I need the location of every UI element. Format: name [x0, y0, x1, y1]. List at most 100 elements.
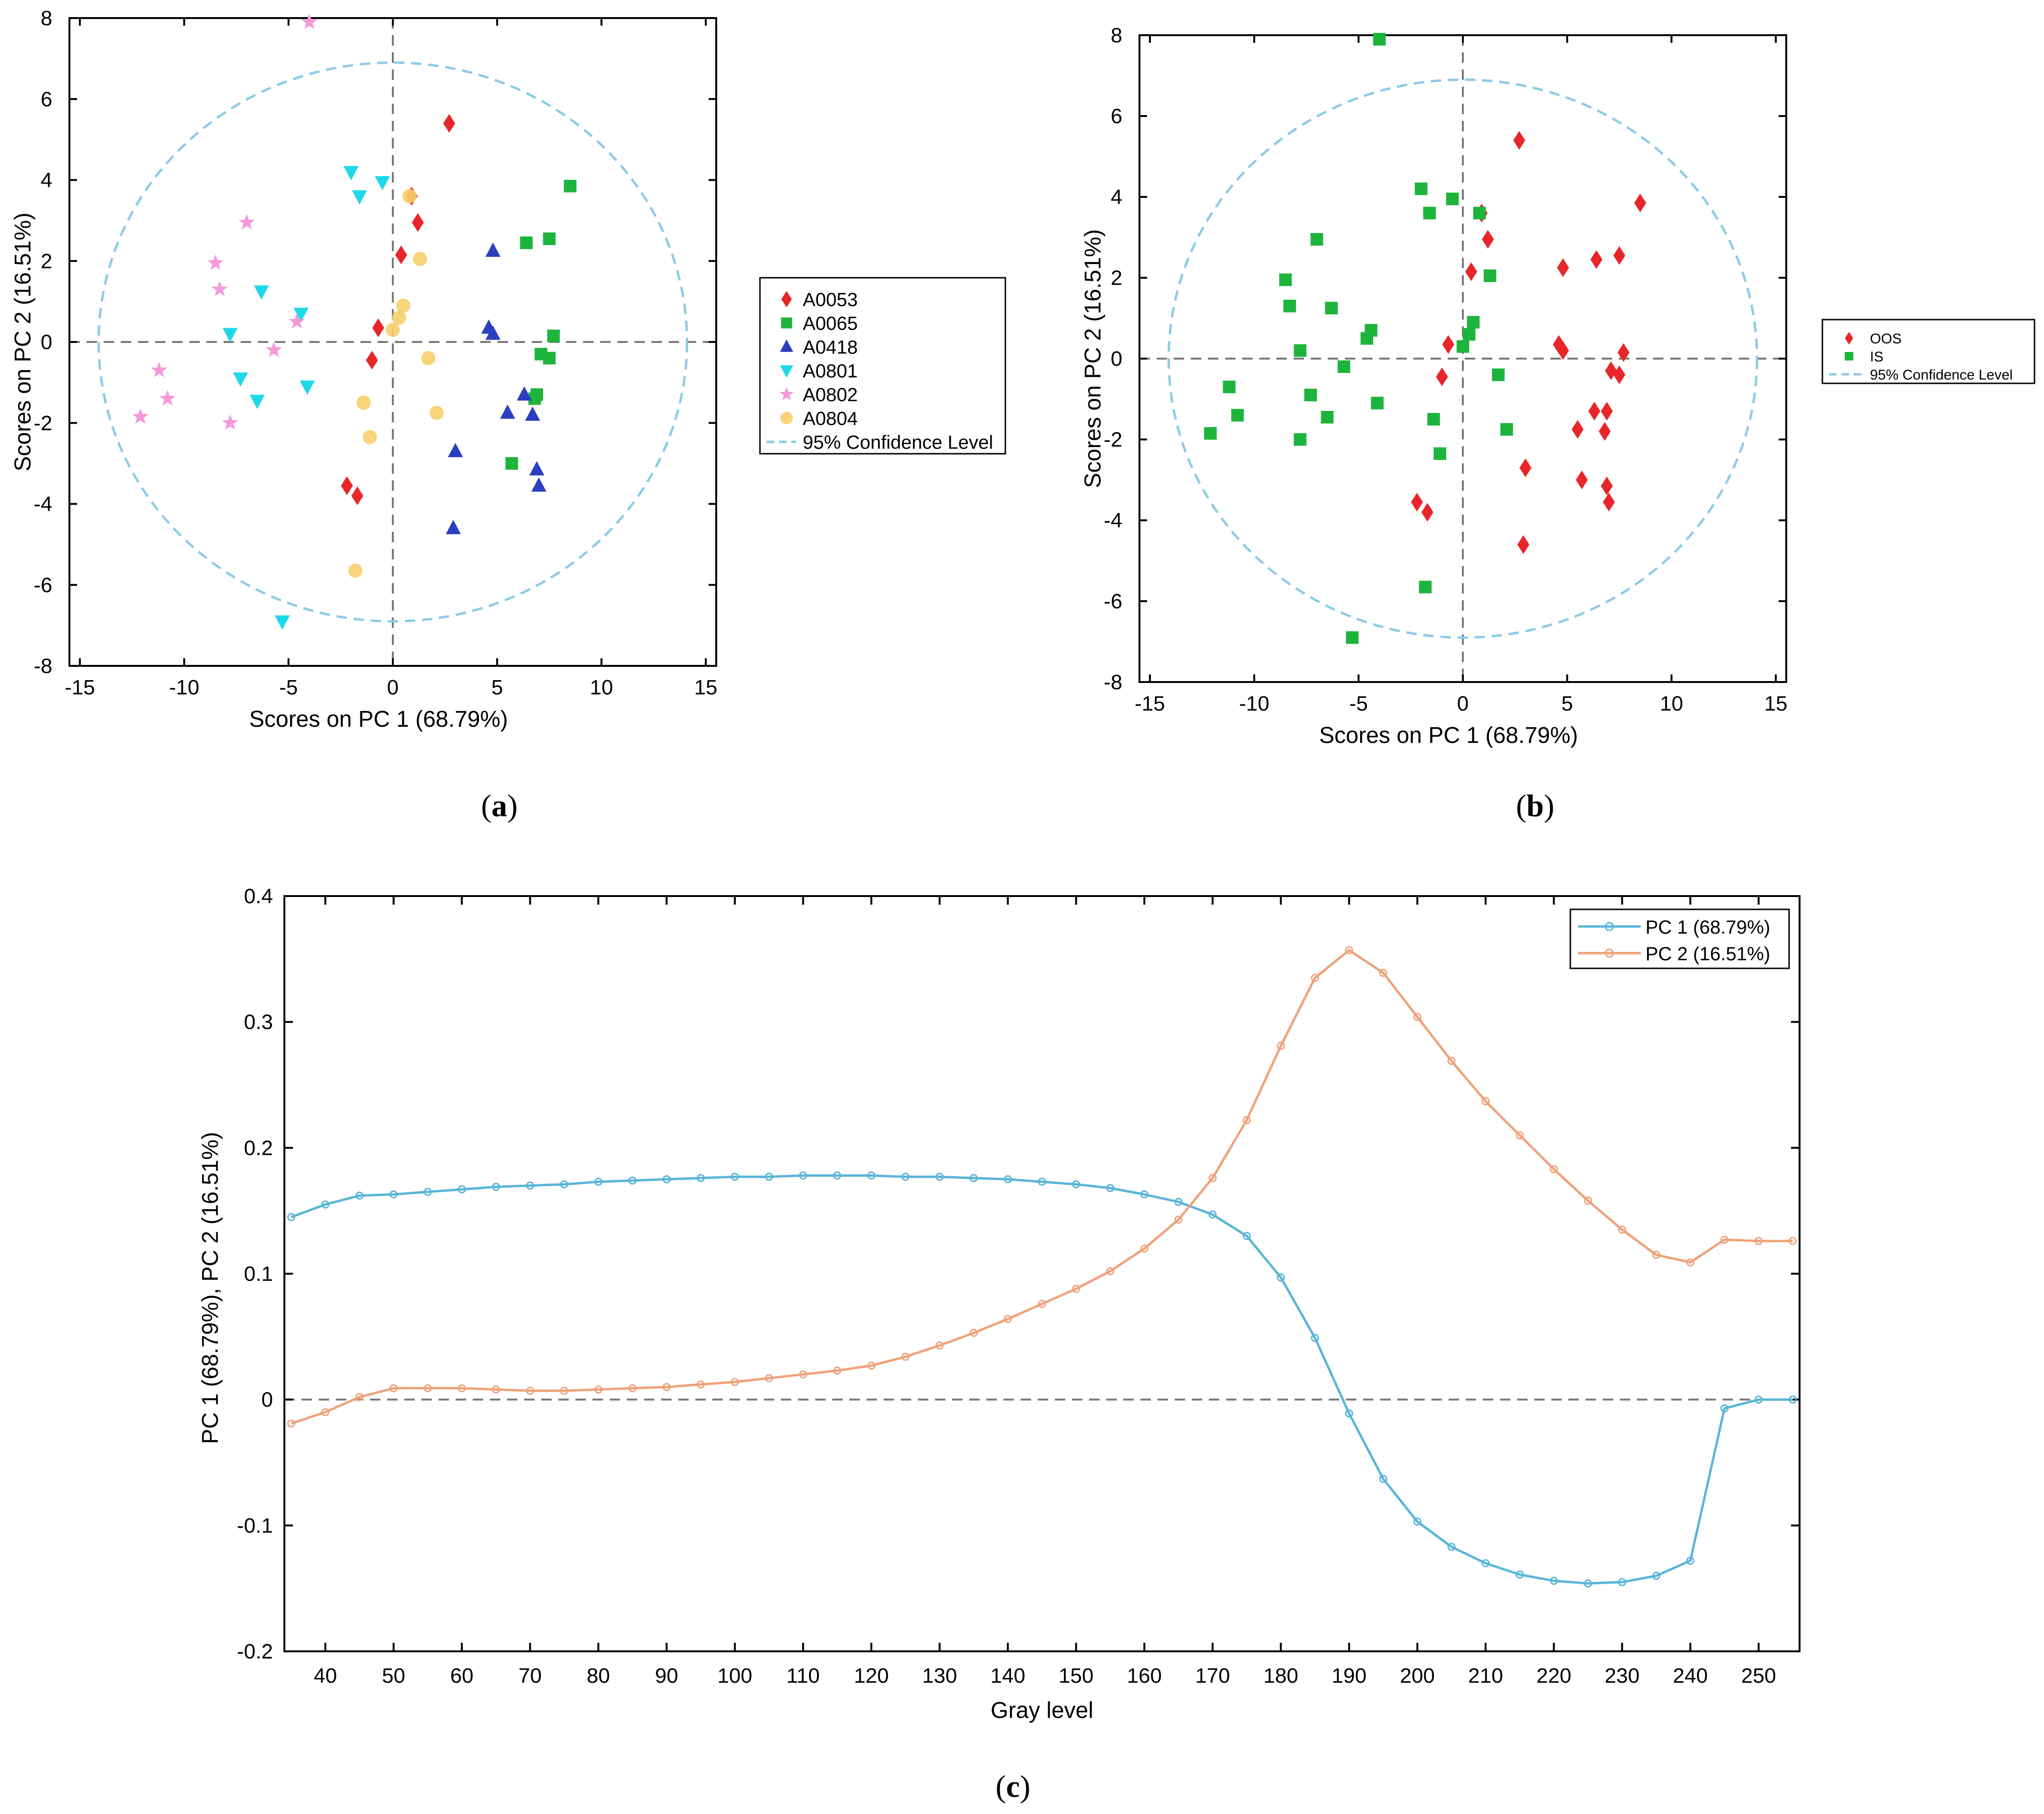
data-point-a0053	[395, 245, 408, 264]
data-point-oos	[1411, 493, 1423, 512]
x-tick-label: 170	[1195, 1664, 1230, 1687]
data-point-oos	[1590, 250, 1603, 269]
x-tick-label: 15	[1764, 692, 1788, 715]
data-point-pc1	[1311, 1334, 1319, 1342]
data-point-pc1	[1174, 1198, 1183, 1206]
data-point-pc1	[1413, 1517, 1421, 1526]
data-point-pc2	[321, 1408, 330, 1416]
data-point-is	[1304, 389, 1317, 401]
data-point-oos	[1442, 335, 1454, 354]
data-point-pc1	[1208, 1210, 1217, 1219]
legend-box	[1821, 319, 2035, 384]
x-tick-label: 190	[1332, 1664, 1366, 1687]
data-point-pc2	[1003, 1315, 1012, 1323]
x-tick-label: 220	[1537, 1664, 1571, 1687]
data-point-a0804	[402, 189, 417, 204]
legend-marker-a0418	[780, 339, 793, 352]
data-point-a0804	[392, 311, 406, 325]
data-point-pc1	[1379, 1474, 1388, 1483]
data-point-is	[1415, 182, 1428, 195]
data-point-pc1	[423, 1188, 432, 1196]
legend: OOS IS 95% Confidence Level	[1821, 319, 2035, 384]
x-tick-label: 5	[491, 676, 503, 699]
panel-label-b-letter: b	[1527, 789, 1544, 823]
data-point-is	[1337, 360, 1351, 373]
data-point-a0804	[396, 298, 410, 313]
data-point-is	[1223, 380, 1236, 393]
data-point-pc1	[1584, 1579, 1592, 1588]
data-point-pc2	[355, 1393, 364, 1401]
y-tick-label: -4	[34, 493, 52, 516]
panel-label-c-letter: c	[1006, 1769, 1020, 1804]
series-pc2	[287, 946, 1797, 1428]
data-point-pc2	[867, 1361, 876, 1370]
data-point-pc1	[1789, 1395, 1797, 1404]
data-point-pc2	[1276, 1042, 1285, 1050]
data-point-is	[1294, 433, 1307, 446]
data-point-a0418	[500, 404, 516, 419]
data-point-pc2	[457, 1384, 466, 1393]
data-point-pc2	[696, 1380, 705, 1389]
x-tick-label: 180	[1264, 1664, 1298, 1687]
y-tick-label: -6	[1104, 590, 1122, 613]
legend-marker-pc1	[1605, 922, 1614, 931]
data-point-pc2	[1481, 1097, 1490, 1105]
data-point-pc1	[799, 1171, 808, 1180]
x-tick-label: -10	[1239, 692, 1269, 715]
data-point-a0801	[274, 615, 290, 630]
data-point-a0065	[528, 392, 541, 405]
y-tick-label: 2	[41, 250, 52, 273]
y-tick-label: -2	[1104, 428, 1122, 451]
data-point-pc2	[1516, 1131, 1524, 1140]
x-tick-label: 240	[1673, 1664, 1708, 1687]
legend-box	[1569, 908, 1790, 969]
x-tick-label: 200	[1400, 1664, 1435, 1687]
data-point-pc2	[1413, 1013, 1421, 1021]
data-point-a0053	[366, 351, 378, 370]
data-point-pc2	[935, 1341, 944, 1350]
data-point-pc2	[730, 1378, 739, 1386]
data-point-pc2	[628, 1384, 637, 1393]
y-tick-label: 2	[1111, 266, 1122, 290]
legend-label-a0801: A0801	[803, 361, 858, 381]
x-tick-label: 90	[655, 1664, 678, 1687]
data-point-a0802	[211, 281, 228, 296]
legend-marker-a0801	[780, 365, 793, 378]
data-point-is	[1446, 193, 1459, 205]
data-point-pc2	[1140, 1244, 1149, 1253]
data-point-pc2	[1686, 1258, 1694, 1267]
data-point-pc1	[1072, 1180, 1080, 1189]
data-point-oos	[1605, 361, 1617, 380]
data-point-pc1	[1003, 1175, 1012, 1183]
data-point-pc2	[1311, 974, 1319, 982]
x-axis-title: Scores on PC 1 (68.79%)	[1319, 723, 1578, 748]
data-point-is	[1419, 581, 1432, 594]
data-point-pc2	[969, 1328, 978, 1337]
data-point-pc1	[355, 1191, 364, 1200]
data-point-a0053	[351, 486, 363, 506]
y-tick-label: 0	[262, 1388, 273, 1412]
x-tick-label: -15	[1135, 692, 1165, 715]
data-point-pc1	[560, 1180, 568, 1189]
data-point-a0802	[207, 254, 224, 270]
data-point-a0802	[289, 313, 305, 329]
data-point-pc2	[560, 1386, 568, 1395]
confidence-ellipse	[1167, 78, 1759, 639]
data-point-a0801	[343, 166, 359, 181]
data-point-oos	[1576, 470, 1588, 489]
data-point-pc1	[628, 1176, 637, 1185]
data-point-pc1	[492, 1182, 500, 1191]
data-point-is	[1279, 273, 1292, 286]
data-point-a0802	[151, 361, 167, 378]
data-point-a0801	[233, 372, 248, 387]
y-tick-label: 0	[41, 331, 52, 354]
data-point-is	[1500, 423, 1513, 436]
x-tick-label: 140	[991, 1664, 1025, 1687]
data-point-a0802	[159, 390, 176, 406]
x-tick-label: 100	[717, 1664, 752, 1687]
data-point-oos	[1421, 503, 1433, 522]
y-tick-label: 0	[1111, 347, 1122, 371]
data-point-oos	[1571, 420, 1584, 439]
data-point-is	[1325, 302, 1338, 314]
legend-label-a0804: A0804	[803, 408, 858, 429]
